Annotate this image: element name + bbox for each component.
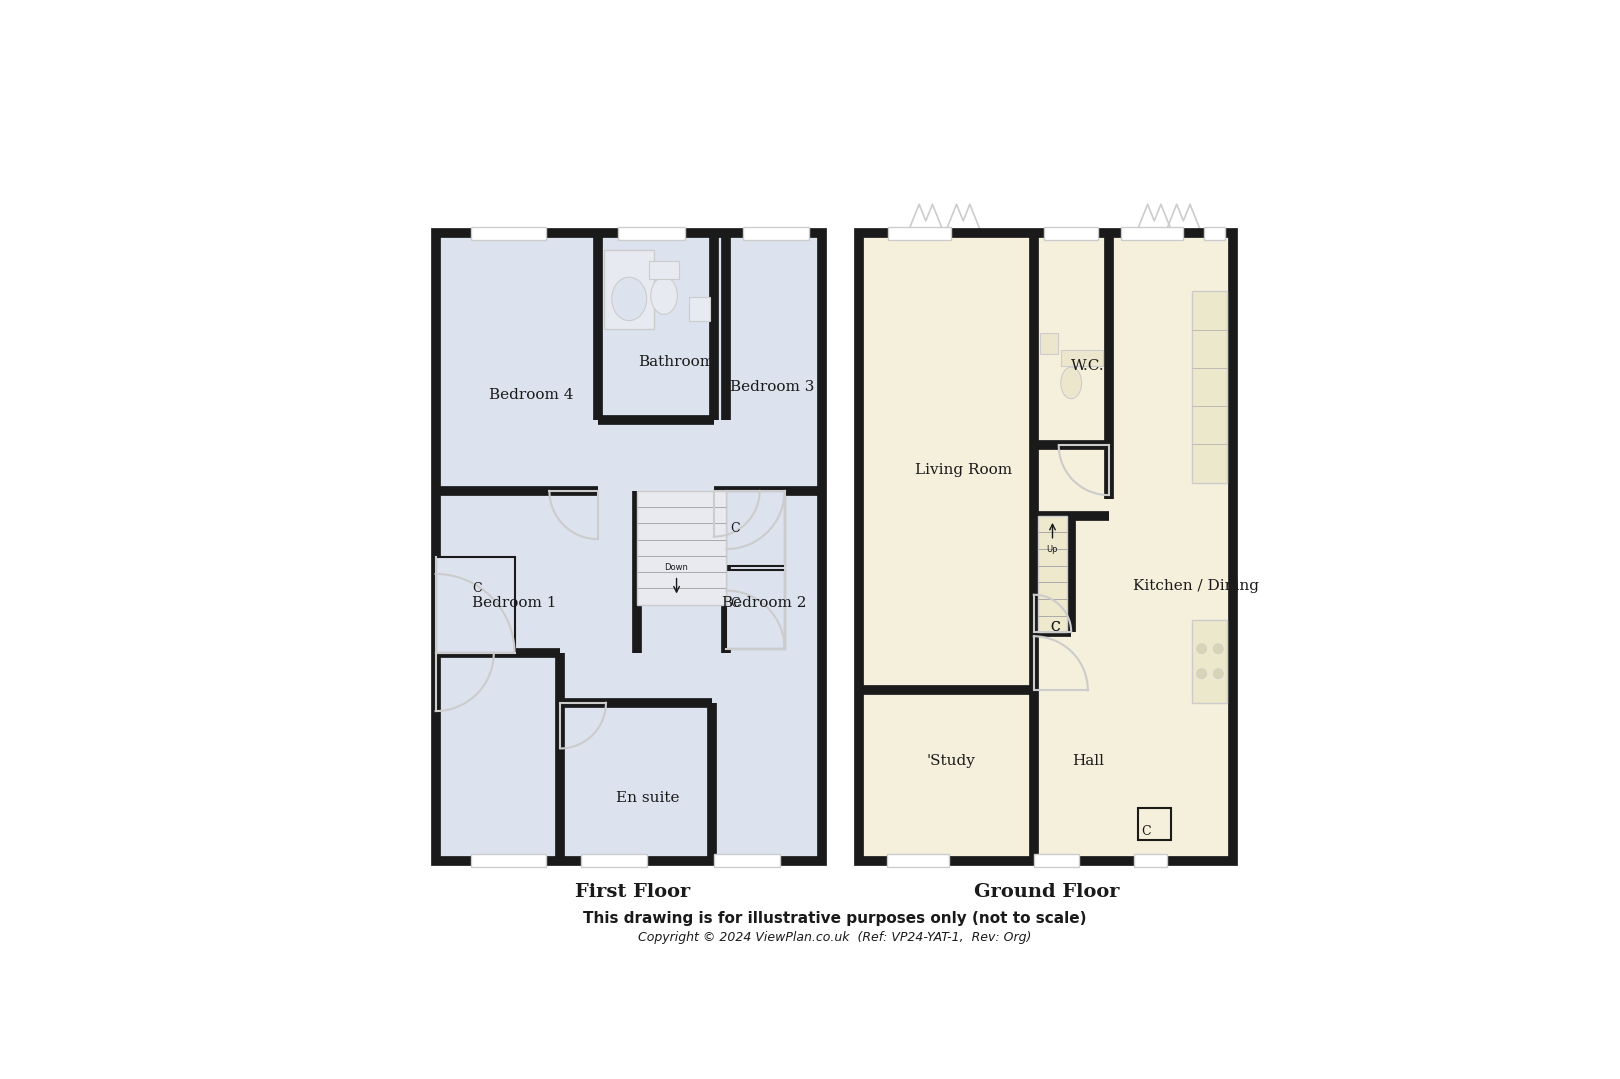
Text: C: C xyxy=(1050,622,1059,634)
Text: Down: Down xyxy=(664,563,688,572)
Bar xyxy=(688,298,710,320)
Bar xyxy=(1192,619,1226,702)
Text: Living Room: Living Room xyxy=(915,463,1012,477)
Text: C: C xyxy=(731,597,739,610)
Bar xyxy=(604,250,654,329)
Bar xyxy=(638,491,726,604)
Text: 'Study: 'Study xyxy=(927,754,975,768)
Bar xyxy=(859,233,1233,861)
Text: Kitchen / Dining: Kitchen / Dining xyxy=(1132,579,1259,593)
Text: Bedroom 1: Bedroom 1 xyxy=(473,596,557,610)
Text: C: C xyxy=(731,522,739,535)
Text: C: C xyxy=(1140,825,1150,838)
Text: Bedroom 4: Bedroom 4 xyxy=(489,388,573,402)
Bar xyxy=(714,853,781,868)
Text: Bathroom: Bathroom xyxy=(638,355,714,369)
Bar xyxy=(650,261,679,279)
Bar xyxy=(1121,227,1183,240)
Bar xyxy=(1204,227,1225,240)
Text: C: C xyxy=(1050,622,1059,634)
Bar xyxy=(1043,227,1098,240)
Text: This drawing is for illustrative purposes only (not to scale): This drawing is for illustrative purpose… xyxy=(583,912,1085,926)
Text: C: C xyxy=(473,582,483,595)
Bar xyxy=(744,227,810,240)
Bar xyxy=(436,233,821,861)
Circle shape xyxy=(1197,644,1207,654)
Bar xyxy=(1192,291,1226,482)
Text: First Floor: First Floor xyxy=(575,884,690,901)
Circle shape xyxy=(1213,644,1223,654)
Bar xyxy=(471,227,546,240)
Text: W.C.: W.C. xyxy=(1071,359,1105,373)
Ellipse shape xyxy=(1061,367,1082,398)
Bar xyxy=(436,558,515,653)
Circle shape xyxy=(1213,669,1223,679)
Text: En suite: En suite xyxy=(616,791,679,805)
Ellipse shape xyxy=(651,277,677,314)
Text: Up: Up xyxy=(1047,545,1058,554)
Text: Copyright © 2024 ViewPlan.co.uk  (Ref: VP24-YAT-1,  Rev: Org): Copyright © 2024 ViewPlan.co.uk (Ref: VP… xyxy=(638,930,1030,943)
Bar xyxy=(582,853,648,868)
Text: Hall: Hall xyxy=(1072,754,1103,768)
Bar xyxy=(619,227,685,240)
Text: Bedroom 3: Bedroom 3 xyxy=(731,380,815,394)
Bar xyxy=(888,227,951,240)
Bar xyxy=(1034,853,1079,868)
Bar xyxy=(1038,516,1068,632)
Text: Ground Floor: Ground Floor xyxy=(974,884,1119,901)
Bar xyxy=(726,491,784,565)
Text: Bedroom 2: Bedroom 2 xyxy=(721,596,807,610)
Bar xyxy=(1040,333,1058,354)
Bar xyxy=(886,853,949,868)
Bar xyxy=(726,570,784,648)
Bar xyxy=(1061,350,1103,366)
Bar xyxy=(471,853,546,868)
Ellipse shape xyxy=(612,277,646,320)
Bar xyxy=(1134,853,1166,868)
Circle shape xyxy=(1197,669,1207,679)
Bar xyxy=(1137,808,1171,839)
